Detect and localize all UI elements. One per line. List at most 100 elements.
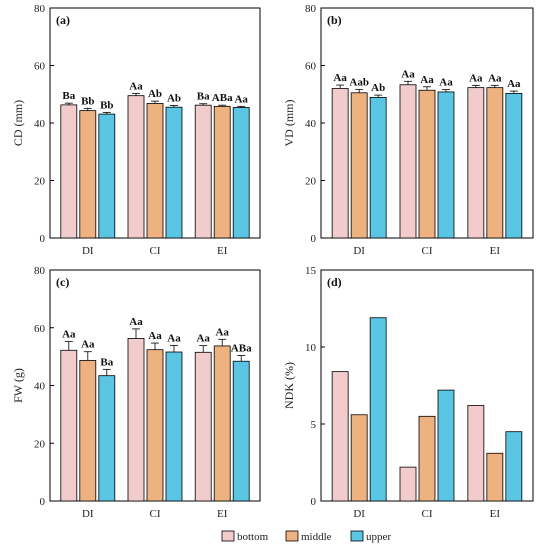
- significance-label: ABa: [212, 92, 233, 104]
- bar-upper-DI: [369, 317, 387, 502]
- bar-bottom-CI: [399, 84, 417, 239]
- y-axis-label: CD (mm): [11, 100, 25, 146]
- x-tick-label: CI: [150, 508, 161, 520]
- significance-label: Aab: [349, 76, 369, 88]
- bar-middle-DI: [350, 414, 368, 502]
- x-tick-label: EI: [490, 508, 501, 520]
- bar-bottom-EI: [194, 104, 212, 239]
- significance-label: Aa: [196, 333, 210, 345]
- bar-middle-EI: [213, 105, 231, 239]
- y-tick-label: 5: [311, 419, 317, 431]
- legend-swatch-upper: [350, 530, 364, 542]
- bar-bottom-EI: [467, 87, 485, 239]
- y-tick-label: 60: [305, 61, 317, 73]
- bar-middle-EI: [486, 452, 504, 502]
- panel-c: 0 20 40 60 80 FW (g) (c) DI Aa Aa Ba CI Aa Aa Aa EI Aa Aa…: [11, 265, 261, 520]
- legend-label-middle: middle: [301, 531, 332, 543]
- significance-label: Aa: [215, 326, 229, 338]
- y-tick-label: 0: [311, 496, 317, 508]
- bar-bottom-CI: [127, 95, 145, 239]
- significance-label: Ab: [167, 92, 181, 104]
- bar-upper-CI: [165, 106, 183, 239]
- bar-middle-DI: [350, 92, 368, 239]
- legend: bottom middle upper: [221, 530, 391, 543]
- x-tick-label: EI: [217, 508, 228, 520]
- bar-bottom-EI: [194, 351, 212, 502]
- bar-middle-CI: [146, 349, 164, 502]
- legend-swatch-bottom: [221, 530, 235, 542]
- significance-label: Aa: [62, 329, 76, 341]
- legend-swatch-middle: [285, 530, 299, 542]
- bar-upper-CI: [165, 351, 183, 502]
- significance-label: Aa: [439, 77, 453, 89]
- bar-middle-EI: [486, 87, 504, 239]
- x-tick-label: DI: [82, 245, 94, 257]
- significance-label: Bb: [100, 99, 113, 111]
- bar-upper-DI: [98, 375, 116, 502]
- bar-upper-DI: [98, 113, 116, 239]
- bar-upper-CI: [437, 389, 455, 502]
- significance-label: Ba: [100, 356, 113, 368]
- y-tick-label: 0: [40, 496, 46, 508]
- legend-label-bottom: bottom: [237, 531, 269, 543]
- bar-middle-DI: [79, 110, 97, 239]
- x-tick-label: CI: [150, 245, 161, 257]
- bar-upper-DI: [369, 97, 387, 239]
- bar-bottom-CI: [127, 338, 145, 502]
- x-tick-label: DI: [82, 508, 94, 520]
- bar-bottom-DI: [60, 349, 78, 502]
- bar-bottom-CI: [399, 466, 417, 502]
- legend-label-upper: upper: [366, 531, 391, 543]
- significance-label: Aa: [129, 316, 143, 328]
- x-tick-label: CI: [422, 245, 433, 257]
- bar-middle-EI: [213, 345, 231, 502]
- y-tick-label: 80: [34, 3, 46, 15]
- y-tick-label: 60: [34, 323, 46, 335]
- y-tick-label: 20: [305, 176, 317, 188]
- bar-upper-EI: [505, 431, 523, 502]
- significance-label: Aa: [420, 74, 434, 86]
- y-tick-label: 20: [34, 438, 46, 450]
- bar-bottom-EI: [467, 405, 485, 502]
- y-tick-label: 40: [34, 118, 46, 130]
- significance-label: Aa: [488, 72, 502, 84]
- bar-upper-CI: [437, 91, 455, 239]
- significance-label: Ab: [371, 82, 385, 94]
- bar-middle-DI: [79, 359, 97, 502]
- significance-label: Aa: [401, 68, 415, 80]
- significance-label: Ba: [62, 90, 75, 102]
- x-tick-label: EI: [490, 245, 501, 257]
- significance-label: Aa: [167, 332, 181, 344]
- y-tick-label: 40: [34, 381, 46, 393]
- y-axis-label: VD (mm): [282, 100, 296, 147]
- bar-middle-CI: [146, 103, 164, 239]
- panel-label: (b): [327, 13, 342, 27]
- y-axis-label: NDK (%): [282, 362, 296, 409]
- significance-label: Aa: [234, 93, 248, 105]
- bar-bottom-DI: [331, 88, 349, 239]
- bar-upper-EI: [232, 360, 250, 502]
- y-tick-label: 80: [305, 3, 317, 15]
- significance-label: Ab: [148, 88, 162, 100]
- significance-label: Aa: [148, 330, 162, 342]
- bar-middle-CI: [418, 415, 436, 502]
- y-tick-label: 80: [34, 265, 46, 277]
- y-tick-label: 0: [40, 233, 46, 245]
- significance-label: Aa: [469, 72, 483, 84]
- significance-label: Aa: [81, 339, 95, 351]
- significance-label: Aa: [507, 78, 521, 90]
- significance-label: ABa: [231, 342, 252, 354]
- y-tick-label: 60: [34, 61, 46, 73]
- bar-bottom-DI: [331, 371, 349, 502]
- bar-upper-EI: [232, 107, 250, 239]
- panel-label: (a): [56, 13, 70, 27]
- y-tick-label: 0: [311, 233, 317, 245]
- y-tick-label: 10: [305, 342, 317, 354]
- y-axis-label: FW (g): [11, 368, 25, 403]
- x-tick-label: DI: [353, 245, 365, 257]
- x-tick-label: DI: [353, 508, 365, 520]
- significance-label: Ba: [197, 91, 210, 103]
